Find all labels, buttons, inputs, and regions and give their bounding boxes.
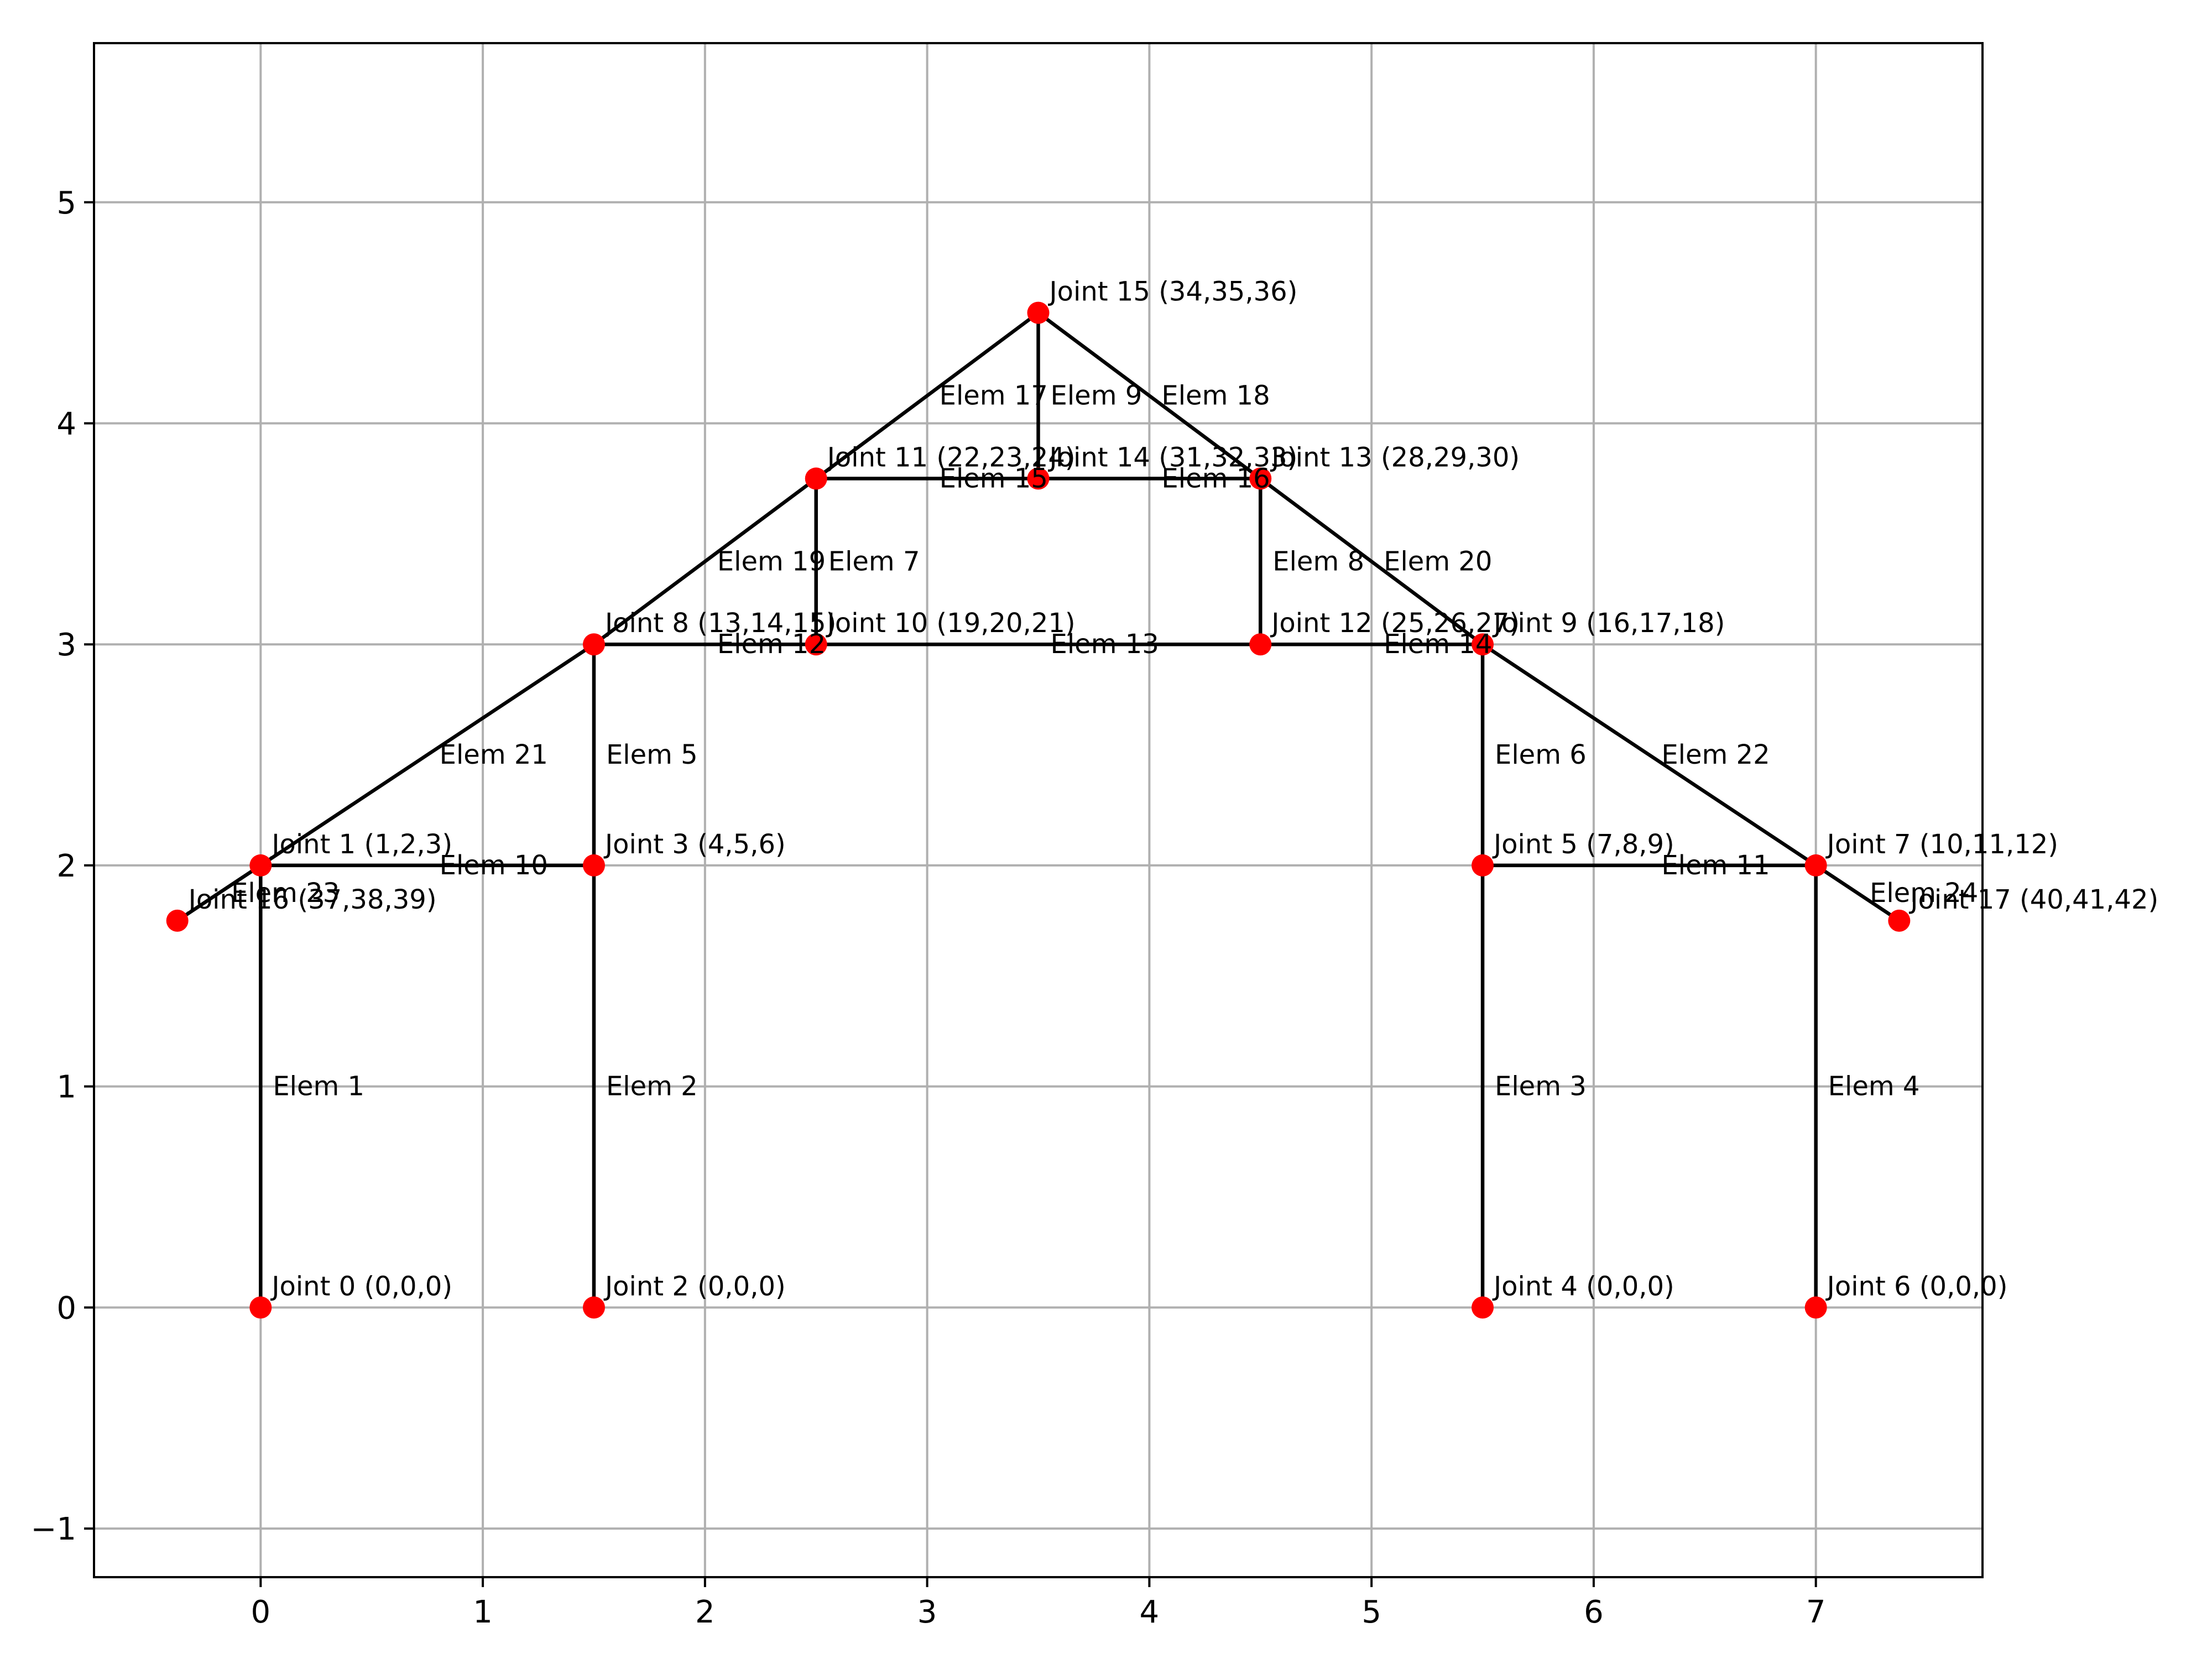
y-tick-label: 1 [56, 1070, 76, 1105]
joint-label: Joint 8 (13,14,15) [603, 608, 836, 639]
element-label: Elem 21 [440, 739, 548, 770]
x-tick-label: 1 [473, 1594, 493, 1630]
joint-marker [582, 1296, 605, 1319]
element-label: Elem 17 [940, 380, 1048, 411]
joint-marker [1249, 467, 1272, 490]
element-label: Elem 4 [1828, 1071, 1920, 1102]
element-label: Elem 22 [1661, 739, 1770, 770]
joint-label: Joint 15 (34,35,36) [1048, 276, 1298, 307]
x-tick-label: 6 [1584, 1594, 1604, 1630]
truss-joints [166, 301, 1911, 1319]
truss-member [175, 863, 263, 924]
x-tick-label: 5 [1361, 1594, 1381, 1630]
joint-label: Joint 13 (28,29,30) [1270, 442, 1520, 473]
joint-marker [805, 467, 827, 490]
element-label: Elem 10 [440, 850, 548, 881]
joint-marker [582, 633, 605, 656]
element-label: Elem 18 [1161, 380, 1270, 411]
element-label: Elem 15 [940, 463, 1048, 494]
joint-label: Joint 14 (31,32,33) [1048, 442, 1298, 473]
joint-marker [582, 854, 605, 877]
joint-label: Joint 1 (1,2,3) [270, 829, 452, 860]
truss-member [1480, 641, 1819, 868]
joint-marker [1472, 1296, 1494, 1319]
joint-label: Joint 10 (19,20,21) [826, 608, 1076, 639]
y-tick-label: −1 [30, 1511, 76, 1547]
element-label: Elem 20 [1384, 546, 1492, 577]
element-label: Elem 5 [606, 739, 698, 770]
joint-marker [1804, 1296, 1827, 1319]
element-label: Elem 7 [828, 546, 920, 577]
y-tick-label: 3 [56, 627, 76, 663]
element-label: Elem 13 [1051, 629, 1159, 660]
element-label: Elem 12 [717, 629, 826, 660]
element-label: Elem 8 [1272, 546, 1364, 577]
axis-ticks: 0 1 2 3 4 5 6 7 −1 0 1 2 3 4 5 [30, 185, 1825, 1630]
truss-member [1258, 476, 1485, 647]
element-label: Elem 16 [1161, 463, 1270, 494]
joint-label: Joint 6 (0,0,0) [1825, 1271, 2008, 1302]
truss-members [175, 310, 1902, 1310]
x-tick-label: 4 [1140, 1594, 1160, 1630]
joint-label: Joint 3 (4,5,6) [603, 829, 786, 860]
element-label: Elem 9 [1051, 380, 1142, 411]
y-tick-label: 5 [56, 185, 76, 221]
joint-marker [1472, 854, 1494, 877]
joint-marker [805, 633, 827, 656]
joint-label: Joint 0 (0,0,0) [270, 1271, 452, 1302]
joint-label: Joint 2 (0,0,0) [603, 1271, 786, 1302]
joint-marker [166, 909, 189, 932]
x-tick-label: 0 [251, 1594, 271, 1630]
element-label: Elem 11 [1661, 850, 1770, 881]
annotations: Elem 1 Elem 2 Elem 3 Elem 4 Elem 5 Elem 6 Elem… [187, 276, 2159, 1302]
joint-label: Joint 16 (37,38,39) [187, 884, 437, 915]
joint-marker [1027, 467, 1050, 490]
joint-marker [1888, 909, 1911, 932]
joint-label: Joint 5 (7,8,9) [1492, 829, 1674, 860]
element-label: Elem 1 [273, 1071, 364, 1102]
plot-frame [93, 42, 1984, 1578]
element-label: Elem 3 [1495, 1071, 1587, 1102]
joint-label: Joint 7 (10,11,12) [1825, 829, 2058, 860]
x-tick-label: 2 [695, 1594, 715, 1630]
joint-label: Joint 17 (40,41,42) [1908, 884, 2158, 915]
joint-label: Joint 4 (0,0,0) [1492, 1271, 1674, 1302]
truss-member [1035, 310, 1263, 481]
truss-member [1813, 863, 1902, 924]
element-label: Elem 23 [231, 878, 340, 909]
element-label: Elem 19 [717, 546, 826, 577]
y-tick-label: 0 [56, 1290, 76, 1326]
element-label: Elem 6 [1495, 739, 1587, 770]
truss-member [258, 641, 597, 868]
joint-marker [249, 1296, 272, 1319]
element-label: Elem 24 [1870, 878, 1978, 909]
x-tick-label: 7 [1806, 1594, 1826, 1630]
joint-marker [1472, 633, 1494, 656]
joint-marker [249, 854, 272, 877]
joint-marker [1804, 854, 1827, 877]
joint-marker [1249, 633, 1272, 656]
truss-member [813, 310, 1041, 481]
element-label: Elem 14 [1384, 629, 1492, 660]
joint-marker [1027, 301, 1050, 324]
y-tick-label: 2 [56, 848, 76, 884]
joint-label: Joint 12 (25,26,27) [1270, 608, 1520, 639]
truss-member [591, 476, 819, 647]
element-label: Elem 2 [606, 1071, 698, 1102]
y-tick-label: 4 [56, 406, 76, 442]
joint-label: Joint 11 (22,23,24) [826, 442, 1076, 473]
joint-label: Joint 9 (16,17,18) [1492, 608, 1725, 639]
x-tick-label: 3 [917, 1594, 937, 1630]
